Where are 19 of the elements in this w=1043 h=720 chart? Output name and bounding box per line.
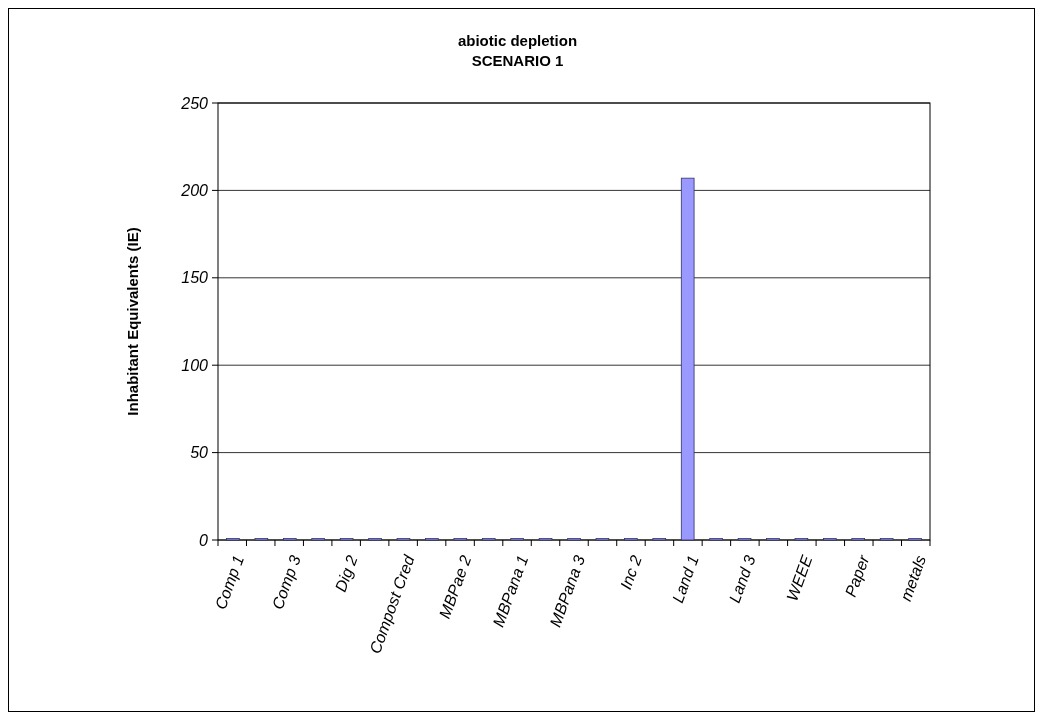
x-tick-label: Inc 2: [617, 553, 645, 592]
y-axis-title: Inhabitant Equivalents (IE): [124, 227, 141, 416]
x-tick-label: Paper: [841, 552, 873, 600]
x-tick-label: Dig 2: [331, 553, 361, 595]
y-tick-label: 200: [180, 182, 209, 199]
x-tick-label: MBPae 2: [435, 553, 475, 621]
x-tick-label: Comp 3: [268, 553, 304, 612]
x-tick-label: WEEE: [783, 552, 816, 604]
y-tick-label: 150: [181, 269, 209, 287]
chart-subtitle: SCENARIO 1: [471, 52, 564, 69]
x-tick-label: Land 3: [725, 553, 759, 605]
x-tick-label: Land 1: [669, 553, 702, 605]
y-tick-label: 0: [199, 531, 209, 549]
y-tick-label: 100: [181, 356, 209, 374]
y-tick-label: 50: [190, 444, 209, 462]
x-tick-label: metals: [897, 553, 930, 604]
y-tick-label: 250: [180, 94, 209, 112]
chart-title: abiotic depletion: [457, 32, 578, 49]
x-tick-label: Comp 1: [211, 553, 247, 612]
